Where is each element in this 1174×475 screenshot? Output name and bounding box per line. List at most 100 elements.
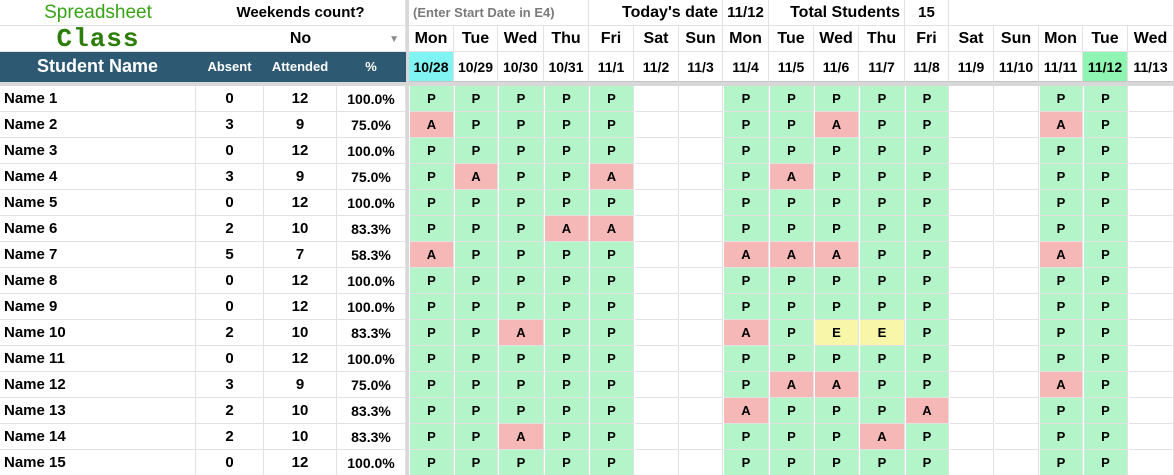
present-mark[interactable]: P xyxy=(455,424,498,450)
student-name[interactable]: Name 14 xyxy=(0,424,196,450)
empty-day-cell[interactable] xyxy=(680,424,723,450)
empty-day-cell[interactable] xyxy=(995,372,1039,398)
date-header[interactable]: 10/28 xyxy=(409,52,454,82)
present-mark[interactable]: P xyxy=(724,450,769,475)
empty-day-cell[interactable] xyxy=(635,190,679,216)
empty-day-cell[interactable] xyxy=(680,112,723,138)
empty-day-cell[interactable] xyxy=(1129,138,1174,164)
present-mark[interactable]: P xyxy=(545,372,589,398)
empty-day-cell[interactable] xyxy=(635,398,679,424)
student-name[interactable]: Name 1 xyxy=(0,86,196,112)
present-mark[interactable]: P xyxy=(1040,138,1083,164)
present-mark[interactable]: P xyxy=(410,86,454,112)
present-mark[interactable]: P xyxy=(499,164,544,190)
empty-day-cell[interactable] xyxy=(950,294,994,320)
present-mark[interactable]: P xyxy=(545,242,589,268)
present-mark[interactable]: P xyxy=(1084,294,1128,320)
absent-mark[interactable]: A xyxy=(410,112,454,138)
empty-day-cell[interactable] xyxy=(995,190,1039,216)
empty-day-cell[interactable] xyxy=(680,138,723,164)
present-mark[interactable]: P xyxy=(906,242,949,268)
present-mark[interactable]: P xyxy=(1084,138,1128,164)
empty-day-cell[interactable] xyxy=(995,450,1039,475)
empty-day-cell[interactable] xyxy=(635,268,679,294)
date-header[interactable]: 11/7 xyxy=(859,52,905,82)
present-mark[interactable]: P xyxy=(410,216,454,242)
present-mark[interactable]: P xyxy=(860,112,905,138)
absent-mark[interactable]: A xyxy=(770,242,814,268)
present-mark[interactable]: P xyxy=(1040,424,1083,450)
present-mark[interactable]: P xyxy=(906,450,949,475)
empty-day-cell[interactable] xyxy=(680,216,723,242)
empty-day-cell[interactable] xyxy=(950,86,994,112)
empty-day-cell[interactable] xyxy=(680,398,723,424)
absent-mark[interactable]: A xyxy=(770,164,814,190)
empty-day-cell[interactable] xyxy=(995,164,1039,190)
absent-mark[interactable]: A xyxy=(590,164,634,190)
present-mark[interactable]: P xyxy=(499,346,544,372)
present-mark[interactable]: P xyxy=(590,398,634,424)
present-mark[interactable]: P xyxy=(724,424,769,450)
date-header[interactable]: 11/10 xyxy=(994,52,1039,82)
present-mark[interactable]: P xyxy=(590,268,634,294)
absent-mark[interactable]: A xyxy=(1040,372,1083,398)
present-mark[interactable]: P xyxy=(1084,268,1128,294)
total-students-value[interactable]: 15 xyxy=(905,0,949,26)
absent-mark[interactable]: A xyxy=(499,424,544,450)
absent-mark[interactable]: A xyxy=(724,398,769,424)
empty-day-cell[interactable] xyxy=(635,138,679,164)
present-mark[interactable]: P xyxy=(455,346,498,372)
excused-mark[interactable]: E xyxy=(860,320,905,346)
present-mark[interactable]: P xyxy=(906,320,949,346)
empty-day-cell[interactable] xyxy=(680,346,723,372)
weekends-dropdown[interactable]: No ▼ xyxy=(196,26,406,52)
present-mark[interactable]: P xyxy=(590,112,634,138)
absent-mark[interactable]: A xyxy=(906,398,949,424)
present-mark[interactable]: P xyxy=(770,424,814,450)
present-mark[interactable]: P xyxy=(1040,320,1083,346)
present-mark[interactable]: P xyxy=(455,372,498,398)
empty-day-cell[interactable] xyxy=(950,398,994,424)
empty-day-cell[interactable] xyxy=(635,346,679,372)
present-mark[interactable]: P xyxy=(410,190,454,216)
absent-mark[interactable]: A xyxy=(499,320,544,346)
present-mark[interactable]: P xyxy=(590,86,634,112)
present-mark[interactable]: P xyxy=(545,190,589,216)
present-mark[interactable]: P xyxy=(860,346,905,372)
present-mark[interactable]: P xyxy=(410,268,454,294)
present-mark[interactable]: P xyxy=(410,164,454,190)
present-mark[interactable]: P xyxy=(770,346,814,372)
present-mark[interactable]: P xyxy=(590,190,634,216)
present-mark[interactable]: P xyxy=(499,450,544,475)
absent-mark[interactable]: A xyxy=(724,320,769,346)
date-header[interactable]: 11/2 xyxy=(634,52,679,82)
present-mark[interactable]: P xyxy=(590,320,634,346)
present-mark[interactable]: P xyxy=(860,138,905,164)
empty-day-cell[interactable] xyxy=(635,320,679,346)
present-mark[interactable]: P xyxy=(724,86,769,112)
empty-day-cell[interactable] xyxy=(995,398,1039,424)
present-mark[interactable]: P xyxy=(906,216,949,242)
date-header[interactable]: 11/11 xyxy=(1039,52,1083,82)
present-mark[interactable]: P xyxy=(455,86,498,112)
present-mark[interactable]: P xyxy=(815,164,859,190)
present-mark[interactable]: P xyxy=(499,268,544,294)
present-mark[interactable]: P xyxy=(590,424,634,450)
empty-day-cell[interactable] xyxy=(635,242,679,268)
present-mark[interactable]: P xyxy=(590,138,634,164)
empty-day-cell[interactable] xyxy=(680,372,723,398)
present-mark[interactable]: P xyxy=(906,86,949,112)
present-mark[interactable]: P xyxy=(906,346,949,372)
present-mark[interactable]: P xyxy=(906,268,949,294)
present-mark[interactable]: P xyxy=(455,112,498,138)
present-mark[interactable]: P xyxy=(410,346,454,372)
empty-day-cell[interactable] xyxy=(995,268,1039,294)
absent-mark[interactable]: A xyxy=(815,112,859,138)
empty-day-cell[interactable] xyxy=(1129,164,1174,190)
present-mark[interactable]: P xyxy=(815,268,859,294)
student-name[interactable]: Name 5 xyxy=(0,190,196,216)
date-header[interactable]: 11/8 xyxy=(905,52,949,82)
today-date-value[interactable]: 11/12 xyxy=(723,0,769,26)
present-mark[interactable]: P xyxy=(1040,190,1083,216)
present-mark[interactable]: P xyxy=(1040,164,1083,190)
